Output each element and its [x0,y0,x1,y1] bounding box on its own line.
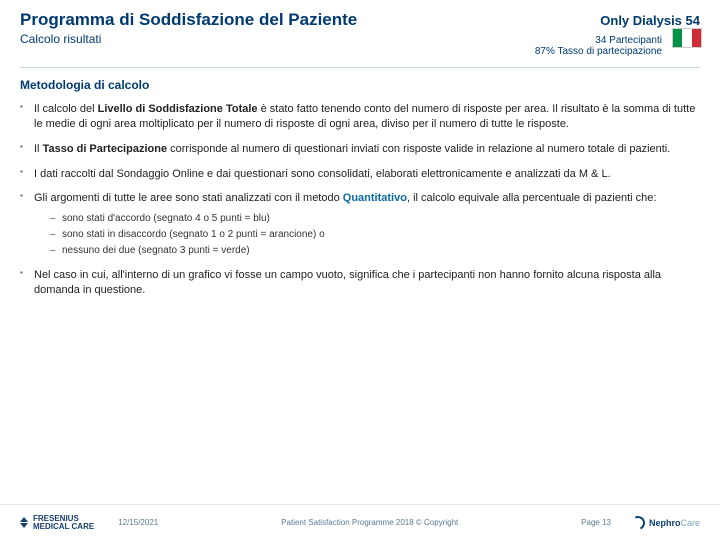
page-title: Programma di Soddisfazione del Paziente [20,10,357,30]
footer: FRESENIUS MEDICAL CARE 12/15/2021 Patien… [0,504,720,540]
text: Il calcolo del [34,103,98,115]
only-dialysis-label: Only Dialysis 54 [600,13,700,28]
nephrocare-logo: NephroCare [631,516,700,530]
subtitle-line: Calcolo risultati 34 Partecipanti 87% Ta… [20,32,700,57]
list-item: I dati raccolti dal Sondaggio Online e d… [20,167,700,182]
header-stats: 34 Partecipanti 87% Tasso di partecipazi… [535,35,662,57]
bold-term: Tasso di Partecipazione [43,143,168,155]
text: Il [34,143,43,155]
sub-list: sono stati d'accordo (segnato 4 o 5 punt… [50,212,700,258]
title-line: Programma di Soddisfazione del Paziente … [20,10,700,30]
content: Metodologia di calcolo Il calcolo del Li… [0,68,720,298]
bold-term: Livello di Soddisfazione Totale [98,103,258,115]
fresenius-logo: FRESENIUS MEDICAL CARE [20,515,94,531]
sub-list-item: nessuno dei due (segnato 3 punti = verde… [50,244,700,258]
footer-page: Page 13 [581,518,611,527]
text: corrisponde al numero di questionari inv… [167,143,670,155]
header: Programma di Soddisfazione del Paziente … [0,0,720,63]
page-subtitle: Calcolo risultati [20,32,101,46]
italy-flag-icon [672,28,702,48]
list-item: Il calcolo del Livello di Soddisfazione … [20,102,700,132]
text: Gli argomenti di tutte le aree sono stat… [34,192,343,204]
list-item: Il Tasso di Partecipazione corrisponde a… [20,142,700,157]
participation-rate: 87% Tasso di partecipazione [535,46,662,57]
text: , il calcolo equivale alla percentuale d… [407,192,657,204]
nephrocare-logo-icon [629,514,647,532]
logo-text-bottom: MEDICAL CARE [33,523,94,531]
sub-list-item: sono stati d'accordo (segnato 4 o 5 punt… [50,212,700,226]
bullet-list: Il calcolo del Livello di Soddisfazione … [20,102,700,298]
logo-text-a: Nephro [649,518,681,528]
list-item: Nel caso in cui, all'interno di un grafi… [20,268,700,298]
section-title: Metodologia di calcolo [20,78,700,92]
list-item: Gli argomenti di tutte le aree sono stat… [20,191,700,258]
logo-text-b: Care [680,518,700,528]
highlighted-term: Quantitativo [343,192,407,204]
fresenius-logo-icon [20,517,28,528]
footer-date: 12/15/2021 [118,518,158,527]
sub-list-item: sono stati in disaccordo (segnato 1 o 2 … [50,228,700,242]
footer-copyright: Patient Satisfaction Programme 2018 © Co… [158,518,581,527]
participants-count: 34 Partecipanti [535,35,662,46]
